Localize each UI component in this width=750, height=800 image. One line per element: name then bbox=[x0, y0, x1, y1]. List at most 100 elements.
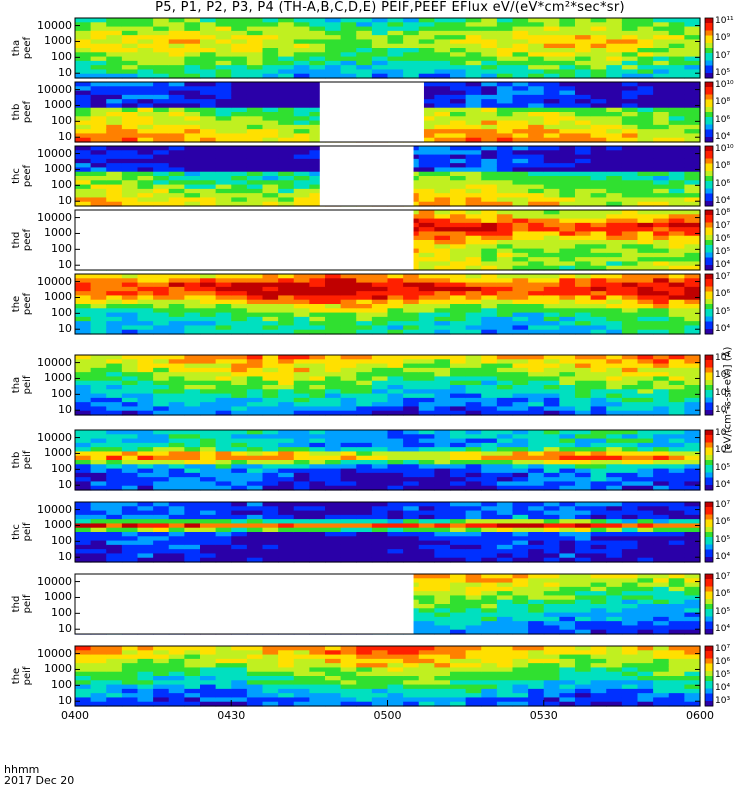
flux-cell bbox=[153, 120, 170, 126]
flux-cell bbox=[403, 286, 420, 292]
colorbar-swatch bbox=[705, 472, 713, 476]
flux-cell bbox=[496, 434, 514, 440]
flux-cell bbox=[168, 380, 185, 386]
flux-cell bbox=[621, 532, 639, 537]
flux-cell bbox=[231, 363, 248, 369]
flux-cell bbox=[543, 477, 560, 483]
flux-cell bbox=[153, 48, 170, 53]
flux-cell bbox=[496, 112, 514, 117]
flux-cell bbox=[75, 442, 92, 448]
flux-cell bbox=[496, 355, 514, 360]
flux-cell bbox=[606, 455, 623, 461]
flux-cell bbox=[137, 86, 154, 92]
flux-cell bbox=[200, 124, 217, 130]
flux-cell bbox=[621, 124, 639, 130]
flux-cell bbox=[450, 201, 467, 207]
flux-cell bbox=[668, 286, 685, 292]
flux-cell bbox=[434, 154, 451, 160]
flux-cell bbox=[590, 438, 607, 444]
flux-cell bbox=[481, 48, 498, 53]
flux-cell bbox=[309, 107, 326, 113]
flux-cell bbox=[481, 52, 498, 58]
flux-cell bbox=[434, 308, 451, 314]
flux-cell bbox=[575, 363, 592, 369]
flux-cell bbox=[293, 363, 310, 369]
flux-cell bbox=[262, 477, 279, 483]
flux-cell bbox=[309, 103, 326, 109]
flux-cell bbox=[559, 532, 576, 537]
flux-cell bbox=[465, 442, 482, 448]
flux-cell bbox=[293, 472, 310, 478]
flux-cell bbox=[668, 154, 685, 160]
flux-cell bbox=[387, 502, 404, 507]
flux-cell bbox=[153, 35, 170, 41]
flux-cell bbox=[184, 107, 201, 113]
flux-cell bbox=[543, 18, 560, 23]
flux-cell bbox=[621, 257, 639, 263]
flux-cell bbox=[653, 468, 670, 474]
flux-cell bbox=[309, 514, 326, 520]
flux-cell bbox=[653, 523, 670, 529]
flux-cell bbox=[481, 363, 498, 369]
flux-cell bbox=[137, 120, 154, 126]
flux-cell bbox=[496, 410, 514, 416]
flux-cell bbox=[215, 329, 232, 335]
flux-cell bbox=[637, 257, 654, 263]
flux-cell bbox=[137, 60, 154, 66]
flux-cell bbox=[231, 376, 248, 382]
flux-cell bbox=[684, 481, 701, 487]
flux-cell bbox=[575, 244, 592, 250]
flux-cell bbox=[215, 167, 232, 173]
flux-cell bbox=[184, 171, 201, 177]
flux-cell bbox=[325, 410, 342, 416]
flux-cell bbox=[684, 397, 701, 403]
flux-cell bbox=[106, 438, 123, 444]
flux-cell bbox=[496, 154, 514, 160]
flux-cell bbox=[450, 451, 467, 457]
flux-cell bbox=[309, 286, 326, 292]
flux-cell bbox=[293, 519, 310, 525]
flux-cell bbox=[262, 69, 279, 75]
flux-cell bbox=[590, 146, 607, 151]
flux-cell bbox=[543, 402, 560, 408]
flux-cell bbox=[371, 540, 389, 546]
flux-cell bbox=[621, 201, 639, 207]
colorbar-swatch bbox=[705, 173, 713, 177]
flux-cell bbox=[106, 99, 123, 105]
flux-cell bbox=[512, 214, 529, 220]
flux-cell bbox=[481, 167, 498, 173]
flux-cell bbox=[590, 69, 607, 75]
flux-cell bbox=[246, 380, 264, 386]
flux-cell bbox=[590, 304, 607, 309]
flux-cell bbox=[621, 73, 639, 79]
flux-cell bbox=[168, 120, 185, 126]
flux-cell bbox=[653, 137, 670, 143]
flux-cell bbox=[543, 549, 560, 555]
flux-cell bbox=[90, 282, 107, 288]
flux-cell bbox=[465, 397, 482, 403]
flux-cell bbox=[559, 30, 576, 36]
flux-cell bbox=[168, 447, 185, 453]
flux-cell bbox=[465, 26, 482, 32]
flux-cell bbox=[465, 359, 482, 365]
flux-cell bbox=[653, 519, 670, 525]
flux-cell bbox=[184, 523, 201, 529]
flux-cell bbox=[246, 438, 264, 444]
flux-cell bbox=[637, 193, 654, 199]
flux-cell bbox=[75, 485, 92, 491]
flux-cell bbox=[434, 133, 451, 139]
flux-cell bbox=[106, 553, 123, 559]
flux-cell bbox=[75, 325, 92, 331]
flux-cell bbox=[168, 26, 185, 32]
flux-cell bbox=[684, 137, 701, 143]
flux-cell bbox=[606, 312, 623, 318]
flux-cell bbox=[606, 472, 623, 478]
flux-cell bbox=[231, 321, 248, 327]
flux-cell bbox=[528, 316, 545, 322]
flux-cell bbox=[575, 158, 592, 164]
flux-cell bbox=[340, 39, 357, 45]
flux-cell bbox=[637, 329, 654, 335]
flux-cell bbox=[356, 73, 373, 79]
flux-cell bbox=[371, 460, 389, 465]
flux-cell bbox=[168, 146, 185, 151]
